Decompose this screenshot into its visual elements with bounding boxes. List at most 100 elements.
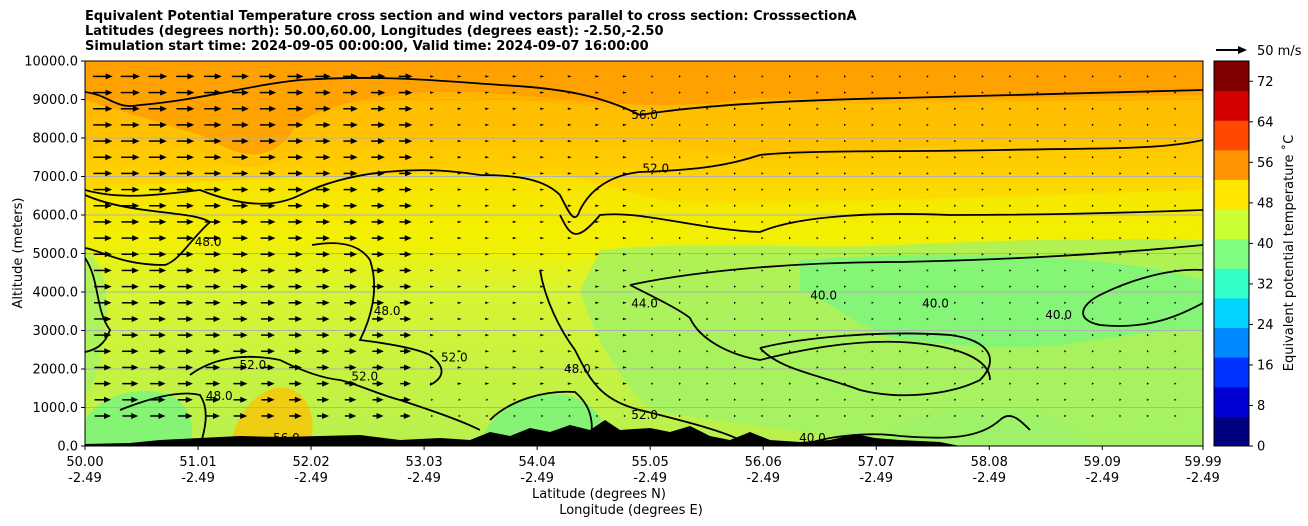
wind-arrow bbox=[623, 414, 626, 418]
wind-arrow bbox=[176, 202, 194, 209]
wind-arrow bbox=[343, 89, 358, 96]
wind-arrow bbox=[1064, 285, 1067, 288]
y-axis-label: Altitude (meters) bbox=[11, 198, 26, 309]
wind-arrow bbox=[288, 283, 303, 290]
wind-arrow bbox=[899, 317, 902, 321]
wind-arrow bbox=[1009, 91, 1012, 94]
wind-arrow bbox=[231, 73, 250, 80]
wind-arrow bbox=[371, 138, 385, 145]
wind-arrow bbox=[260, 251, 276, 258]
wind-arrow bbox=[871, 75, 874, 78]
wind-arrow bbox=[431, 398, 434, 401]
wind-arrow bbox=[789, 366, 792, 369]
wind-arrow bbox=[761, 350, 764, 353]
wind-arrow bbox=[232, 218, 249, 225]
wind-arrow bbox=[205, 315, 221, 322]
wind-arrow bbox=[344, 364, 357, 371]
wind-arrow bbox=[122, 364, 139, 371]
colorbar-tick-label: 56 bbox=[1257, 156, 1274, 171]
wind-arrow bbox=[512, 366, 517, 369]
wind-arrow bbox=[540, 204, 545, 207]
wind-arrow bbox=[288, 251, 303, 258]
wind-arrow bbox=[1146, 398, 1149, 401]
wind-arrow bbox=[899, 188, 902, 191]
wind-arrow bbox=[485, 317, 490, 321]
wind-arrow bbox=[926, 285, 929, 288]
wind-arrow bbox=[1174, 366, 1177, 369]
wind-arrow bbox=[1119, 123, 1122, 127]
wind-arrow bbox=[871, 333, 874, 337]
wind-arrow bbox=[512, 333, 517, 337]
wind-arrow bbox=[430, 253, 435, 256]
wind-arrow bbox=[1146, 301, 1149, 304]
wind-arrow bbox=[1119, 204, 1122, 207]
wind-arrow bbox=[1009, 285, 1012, 288]
wind-arrow bbox=[1064, 253, 1067, 256]
wind-arrow bbox=[926, 317, 929, 321]
wind-arrow bbox=[899, 333, 902, 337]
wind-arrow bbox=[122, 396, 139, 403]
wind-arrow bbox=[287, 73, 304, 80]
wind-arrow bbox=[1119, 366, 1122, 369]
wind-arrow bbox=[1174, 107, 1177, 110]
wind-arrow bbox=[1146, 123, 1149, 127]
wind-arrow bbox=[233, 380, 248, 387]
wind-arrow bbox=[1091, 269, 1094, 272]
wind-arrow bbox=[1119, 301, 1122, 304]
wind-arrow bbox=[540, 301, 545, 304]
wind-arrow bbox=[1119, 75, 1122, 78]
wind-arrow bbox=[233, 412, 248, 419]
wind-arrow bbox=[316, 315, 330, 322]
y-tick-label: 4000.0 bbox=[33, 286, 79, 301]
wind-arrow bbox=[651, 253, 654, 256]
wind-arrow bbox=[316, 332, 330, 339]
wind-arrow bbox=[899, 204, 902, 207]
contour-label: 52.0 bbox=[240, 358, 267, 372]
wind-arrow bbox=[343, 186, 358, 193]
wind-arrow bbox=[1174, 75, 1177, 78]
colorbar-band bbox=[1214, 120, 1249, 151]
wind-arrow bbox=[871, 123, 874, 127]
wind-arrow bbox=[1036, 188, 1039, 191]
wind-arrow bbox=[567, 220, 572, 224]
wind-arrow bbox=[1119, 350, 1122, 353]
wind-arrow bbox=[981, 188, 984, 191]
wind-arrow bbox=[567, 382, 572, 385]
wind-arrow bbox=[981, 172, 984, 175]
wind-arrow bbox=[512, 350, 517, 353]
wind-arrow bbox=[1009, 414, 1012, 418]
wind-arrow bbox=[622, 269, 627, 272]
wind-arrow bbox=[512, 172, 517, 175]
wind-arrow bbox=[1036, 139, 1039, 143]
wind-arrow bbox=[512, 123, 517, 127]
wind-arrow bbox=[706, 91, 709, 94]
x-tick-label-lat: 53.03 bbox=[405, 455, 442, 470]
wind-arrow bbox=[651, 317, 654, 321]
wind-arrow bbox=[316, 299, 330, 306]
wind-arrow bbox=[981, 317, 984, 321]
wind-arrow bbox=[231, 89, 249, 96]
wind-arrow bbox=[622, 91, 627, 94]
wind-arrow bbox=[120, 105, 140, 112]
wind-arrow bbox=[400, 348, 412, 355]
wind-arrow bbox=[148, 105, 168, 112]
x-tick-label-lat: 57.07 bbox=[858, 455, 895, 470]
wind-arrow bbox=[899, 123, 902, 127]
wind-arrow bbox=[871, 301, 874, 304]
wind-arrow bbox=[1036, 75, 1039, 78]
wind-arrow bbox=[567, 350, 572, 353]
wind-arrow bbox=[150, 380, 166, 387]
wind-arrow bbox=[1064, 301, 1067, 304]
wind-arrow bbox=[1119, 414, 1122, 418]
wind-arrow bbox=[789, 204, 792, 207]
wind-arrow bbox=[926, 382, 929, 385]
wind-arrow bbox=[288, 332, 303, 339]
y-tick-label: 2000.0 bbox=[33, 363, 79, 378]
wind-arrow bbox=[399, 315, 412, 322]
x-axis-label-line-1: Latitude (degrees N) bbox=[532, 487, 666, 502]
wind-arrow bbox=[651, 220, 654, 224]
wind-arrow bbox=[149, 299, 167, 306]
wind-arrow bbox=[260, 186, 276, 193]
wind-arrow bbox=[315, 170, 331, 177]
plot-area: 56.0 52.0 48.0 48.0 44.0 40.0 40.0 40.0 52.0 48.0… bbox=[85, 61, 1203, 446]
